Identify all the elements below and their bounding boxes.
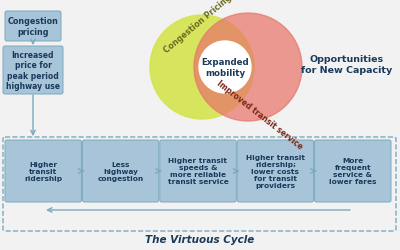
Circle shape bbox=[150, 16, 254, 120]
Text: Higher
transit
ridership: Higher transit ridership bbox=[24, 161, 62, 181]
Text: Expanded
mobility: Expanded mobility bbox=[201, 58, 249, 78]
Text: Congestion
pricing: Congestion pricing bbox=[8, 17, 58, 36]
FancyBboxPatch shape bbox=[82, 140, 159, 202]
FancyBboxPatch shape bbox=[237, 140, 314, 202]
FancyBboxPatch shape bbox=[3, 47, 63, 94]
FancyBboxPatch shape bbox=[5, 12, 61, 42]
FancyBboxPatch shape bbox=[315, 140, 391, 202]
Text: More
frequent
service &
lower fares: More frequent service & lower fares bbox=[329, 158, 376, 185]
Circle shape bbox=[199, 42, 251, 94]
Circle shape bbox=[194, 14, 302, 122]
Text: Increased
price for
peak period
highway use: Increased price for peak period highway … bbox=[6, 51, 60, 91]
FancyBboxPatch shape bbox=[160, 140, 236, 202]
Text: Less
highway
congestion: Less highway congestion bbox=[98, 161, 144, 181]
Text: Congestion Pricing: Congestion Pricing bbox=[162, 0, 234, 55]
Text: Improved transit service: Improved transit service bbox=[215, 78, 305, 151]
Text: Higher transit
speeds &
more reliable
transit service: Higher transit speeds & more reliable tr… bbox=[168, 158, 228, 185]
Text: Opportunities
for New Capacity: Opportunities for New Capacity bbox=[301, 55, 393, 74]
FancyBboxPatch shape bbox=[5, 140, 82, 202]
Text: The Virtuous Cycle: The Virtuous Cycle bbox=[145, 234, 255, 244]
Text: Higher transit
ridership;
lower costs
for transit
providers: Higher transit ridership; lower costs fo… bbox=[246, 154, 305, 188]
